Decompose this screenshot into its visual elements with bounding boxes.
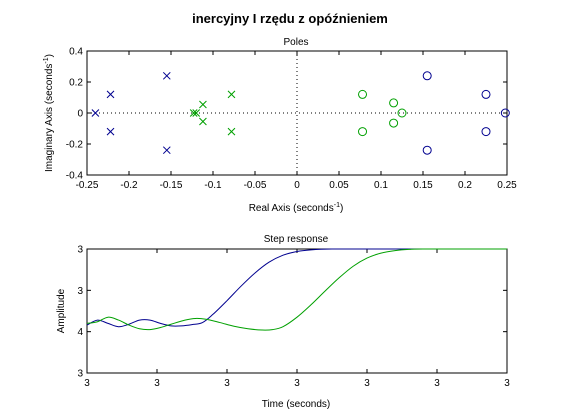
pole-x-marker (106, 127, 115, 136)
pole-x-marker (162, 146, 171, 155)
pole-plot-ytick-label: -0.4 (66, 171, 84, 182)
pole-x-marker (162, 71, 171, 80)
step-plot-ytick-label: 3 (77, 245, 83, 256)
step-plot-ylabel: Amplitude (56, 288, 67, 333)
zero-o-marker (481, 127, 491, 137)
zero-o-marker (358, 89, 368, 99)
pole-x-marker (91, 109, 100, 117)
pole-plot-ylabel: Imaginary Axis (seconds-1) (43, 54, 55, 172)
pole-plot-ylabel-main: Imaginary Axis (seconds (44, 64, 55, 172)
pole-plot-ytick-label: -0.2 (66, 140, 84, 151)
pole-plot: Poles -0.25 -0.2 -0.15 -0.1 -0.05 0 0.05 0.1 0.1… (43, 37, 517, 214)
step-plot-xtick-label: 3 (224, 378, 230, 389)
pole-plot-ytick-label: 0 (77, 109, 83, 120)
pole-plot-xlabel: Real Axis (seconds-1) (249, 202, 344, 214)
pole-plot-xtick-label: 0.05 (329, 180, 349, 191)
zero-o-marker (397, 108, 407, 118)
step-plot-xtick-label: 3 (84, 378, 90, 389)
pole-x-marker (106, 90, 115, 99)
step-plot-axes (86, 248, 508, 374)
step-plot-xtick-label: 3 (504, 378, 510, 389)
figure-title: inercyjny I rzędu z opóźnieniem (192, 11, 388, 26)
step-series-line-0 (86, 248, 507, 328)
pole-plot-xlabel-end: ) (340, 203, 343, 214)
step-plot-xtick-label: 3 (294, 378, 300, 389)
pole-plot-xtick-label: -0.1 (204, 180, 222, 191)
step-plot-xlabel: Time (seconds) (262, 399, 331, 410)
pole-plot-ylabel-sup: -1 (43, 57, 50, 63)
step-plot-lines (86, 248, 508, 331)
pole-plot-xlabel-main: Real Axis (seconds (249, 203, 334, 214)
zero-o-marker (422, 145, 432, 155)
zero-o-marker (500, 108, 510, 118)
pole-plot-xtick-label: -0.2 (120, 180, 138, 191)
step-plot-xticks: 3 3 3 3 3 3 3 (84, 249, 510, 389)
pole-x-marker (199, 117, 207, 126)
pole-plot-xtick-label: 0 (294, 180, 300, 191)
pole-plot-xtick-label: 0.15 (413, 180, 433, 191)
pole-x-marker (192, 109, 201, 117)
pole-x-marker (189, 109, 198, 117)
pole-plot-xlabel-sup: -1 (334, 202, 340, 209)
pole-plot-xtick-label: 0.2 (458, 180, 472, 191)
pole-plot-ylabel-end: ) (44, 54, 55, 57)
step-plot-title: Step response (264, 234, 329, 245)
pole-x-marker (199, 100, 207, 109)
step-plot-xtick-label: 3 (434, 378, 440, 389)
pole-plot-ytick-label: 0.2 (69, 78, 83, 89)
pole-plot-xtick-label: -0.25 (76, 180, 99, 191)
step-plot-ytick-label: 4 (77, 327, 83, 338)
zero-o-marker (358, 127, 368, 137)
pole-plot-marks (91, 71, 510, 155)
step-series-line-1 (86, 248, 508, 331)
pole-x-marker (227, 90, 236, 99)
pole-plot-xtick-label: -0.05 (244, 180, 267, 191)
zero-o-marker (389, 118, 399, 128)
step-plot-ytick-label: 3 (77, 286, 83, 297)
zero-o-marker (481, 89, 491, 99)
zero-o-marker (422, 71, 432, 81)
pole-plot-yticks: -0.4 -0.2 0 0.2 0.4 (66, 47, 507, 182)
pole-plot-xtick-label: -0.15 (160, 180, 183, 191)
pole-plot-xtick-label: 0.25 (497, 180, 517, 191)
step-plot-ytick-label: 3 (77, 369, 83, 380)
pole-plot-ytick-label: 0.4 (69, 47, 83, 58)
pole-plot-title: Poles (283, 37, 308, 48)
pole-plot-xtick-label: 0.1 (374, 180, 388, 191)
pole-plot-xticks: -0.25 -0.2 -0.15 -0.1 -0.05 0 0.05 0.1 0.15 0.2 0.… (76, 51, 517, 191)
pole-x-marker (227, 127, 236, 136)
step-plot-xtick-label: 3 (154, 378, 160, 389)
zero-o-marker (389, 98, 399, 108)
step-plot-xtick-label: 3 (364, 378, 370, 389)
